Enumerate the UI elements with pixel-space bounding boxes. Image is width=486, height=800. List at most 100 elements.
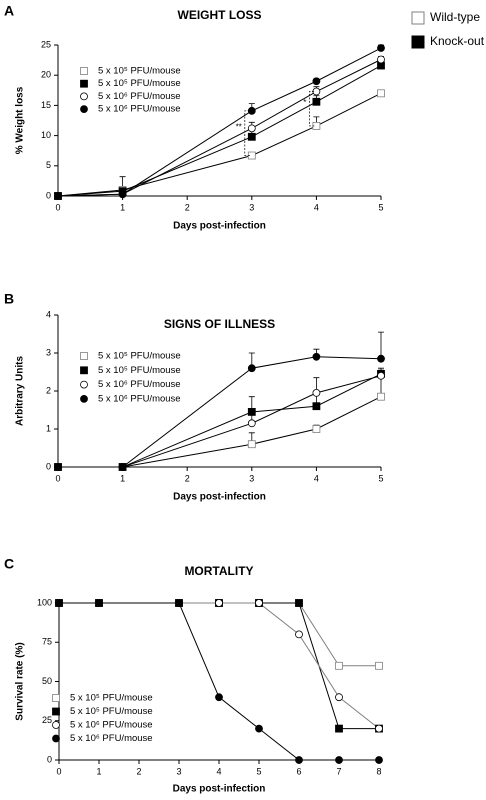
legend-marker bbox=[80, 105, 88, 113]
data-point bbox=[247, 419, 256, 428]
panel-letter: C bbox=[4, 556, 14, 572]
panel-letter: A bbox=[4, 3, 14, 19]
x-tick-label: 1 bbox=[96, 766, 101, 776]
significance-label: ** bbox=[236, 122, 242, 131]
data-point bbox=[175, 599, 183, 607]
legend-marker bbox=[80, 394, 88, 403]
chart-title: SIGNS OF ILLNESS bbox=[164, 317, 275, 331]
x-tick-label: 2 bbox=[185, 473, 190, 483]
legend-label: Wild-type bbox=[430, 10, 480, 24]
data-point bbox=[247, 132, 256, 141]
legend-label: 5 x 10⁵ PFU/mouse bbox=[98, 351, 181, 362]
x-tick-label: 7 bbox=[336, 766, 341, 776]
data-point bbox=[375, 756, 383, 764]
x-tick-label: 2 bbox=[136, 766, 141, 776]
legend-label: 5 x 10⁶ PFU/mouse bbox=[98, 393, 181, 404]
y-tick-label: 0 bbox=[47, 754, 52, 764]
data-point bbox=[247, 440, 256, 449]
legend-label: 5 x 10⁶ PFU/mouse bbox=[98, 104, 181, 115]
data-point bbox=[312, 97, 321, 106]
data-point bbox=[312, 402, 321, 411]
x-tick-label: 4 bbox=[216, 766, 221, 776]
legend-label: 5 x 10⁶ PFU/mouse bbox=[98, 379, 181, 390]
data-point bbox=[215, 693, 223, 702]
data-point bbox=[312, 77, 321, 86]
x-tick-label: 5 bbox=[378, 473, 383, 483]
legend-marker bbox=[52, 721, 60, 729]
data-point bbox=[295, 599, 303, 607]
legend-swatch bbox=[411, 11, 425, 25]
x-tick-label: 4 bbox=[314, 202, 319, 212]
x-tick-label: 3 bbox=[176, 766, 181, 776]
data-point bbox=[295, 756, 303, 764]
data-point bbox=[54, 463, 62, 471]
x-tick-label: 2 bbox=[185, 202, 190, 212]
y-tick-label: 10 bbox=[41, 130, 51, 140]
legend-marker bbox=[80, 366, 88, 375]
legend-label: Knock-out bbox=[430, 34, 485, 48]
data-point bbox=[312, 352, 321, 361]
legend-marker bbox=[80, 352, 88, 360]
series-line bbox=[58, 396, 382, 468]
legend-marker bbox=[52, 734, 60, 743]
y-tick-label: 15 bbox=[41, 100, 51, 110]
x-axis-label: Days post-infection bbox=[173, 492, 266, 503]
legend-marker bbox=[52, 694, 60, 702]
data-point bbox=[377, 392, 385, 401]
x-tick-label: 5 bbox=[256, 766, 261, 776]
data-point bbox=[377, 354, 385, 363]
data-point bbox=[247, 124, 256, 133]
x-tick-label: 3 bbox=[249, 202, 254, 212]
data-point bbox=[377, 89, 385, 98]
legend-label: 5 x 10⁶ PFU/mouse bbox=[98, 91, 181, 102]
data-point bbox=[375, 661, 383, 670]
chart-title: MORTALITY bbox=[184, 564, 253, 578]
data-point bbox=[54, 192, 62, 200]
x-tick-label: 3 bbox=[249, 473, 254, 483]
data-point bbox=[247, 364, 256, 373]
y-axis-label: Survival rate (%) bbox=[15, 642, 26, 720]
x-axis-label: Days post-infection bbox=[173, 221, 266, 232]
y-tick-label: 0 bbox=[46, 461, 51, 471]
significance-label: * bbox=[303, 98, 306, 107]
data-point bbox=[312, 388, 321, 397]
series-line bbox=[59, 602, 379, 667]
data-point bbox=[215, 599, 223, 607]
significance-bracket bbox=[309, 91, 315, 127]
legend-marker bbox=[80, 79, 88, 88]
legend-marker bbox=[80, 380, 88, 389]
data-point bbox=[335, 661, 343, 670]
y-tick-label: 1 bbox=[46, 423, 51, 433]
data-point bbox=[255, 724, 263, 733]
series-line bbox=[59, 602, 379, 761]
x-tick-label: 6 bbox=[296, 766, 301, 776]
data-point bbox=[55, 599, 63, 607]
y-axis-label: Arbitrary Units bbox=[15, 356, 26, 426]
chart-title: WEIGHT LOSS bbox=[178, 8, 262, 22]
y-axis-label: % Weight loss bbox=[15, 86, 26, 154]
data-point bbox=[335, 693, 343, 702]
error-bar bbox=[378, 331, 384, 359]
legend-label: 5 x 10⁵ PFU/mouse bbox=[70, 706, 153, 717]
data-point bbox=[375, 724, 383, 733]
y-tick-label: 3 bbox=[46, 347, 51, 357]
y-tick-label: 20 bbox=[41, 70, 51, 80]
y-tick-label: 25 bbox=[41, 39, 51, 49]
y-tick-label: 5 bbox=[46, 160, 51, 170]
x-tick-label: 4 bbox=[314, 473, 319, 483]
legend-label: 5 x 10⁶ PFU/mouse bbox=[70, 733, 153, 744]
legend-label: 5 x 10⁶ PFU/mouse bbox=[70, 720, 153, 731]
data-point bbox=[335, 756, 343, 764]
data-point bbox=[95, 599, 103, 607]
y-tick-label: 2 bbox=[46, 385, 51, 395]
data-point bbox=[118, 463, 127, 471]
y-tick-label: 100 bbox=[37, 597, 52, 607]
x-tick-label: 0 bbox=[56, 766, 61, 776]
legend-label: 5 x 10⁵ PFU/mouse bbox=[98, 66, 181, 77]
y-tick-label: 50 bbox=[42, 676, 52, 686]
legend-marker bbox=[80, 67, 88, 75]
x-tick-label: 5 bbox=[378, 202, 383, 212]
x-tick-label: 0 bbox=[55, 473, 60, 483]
